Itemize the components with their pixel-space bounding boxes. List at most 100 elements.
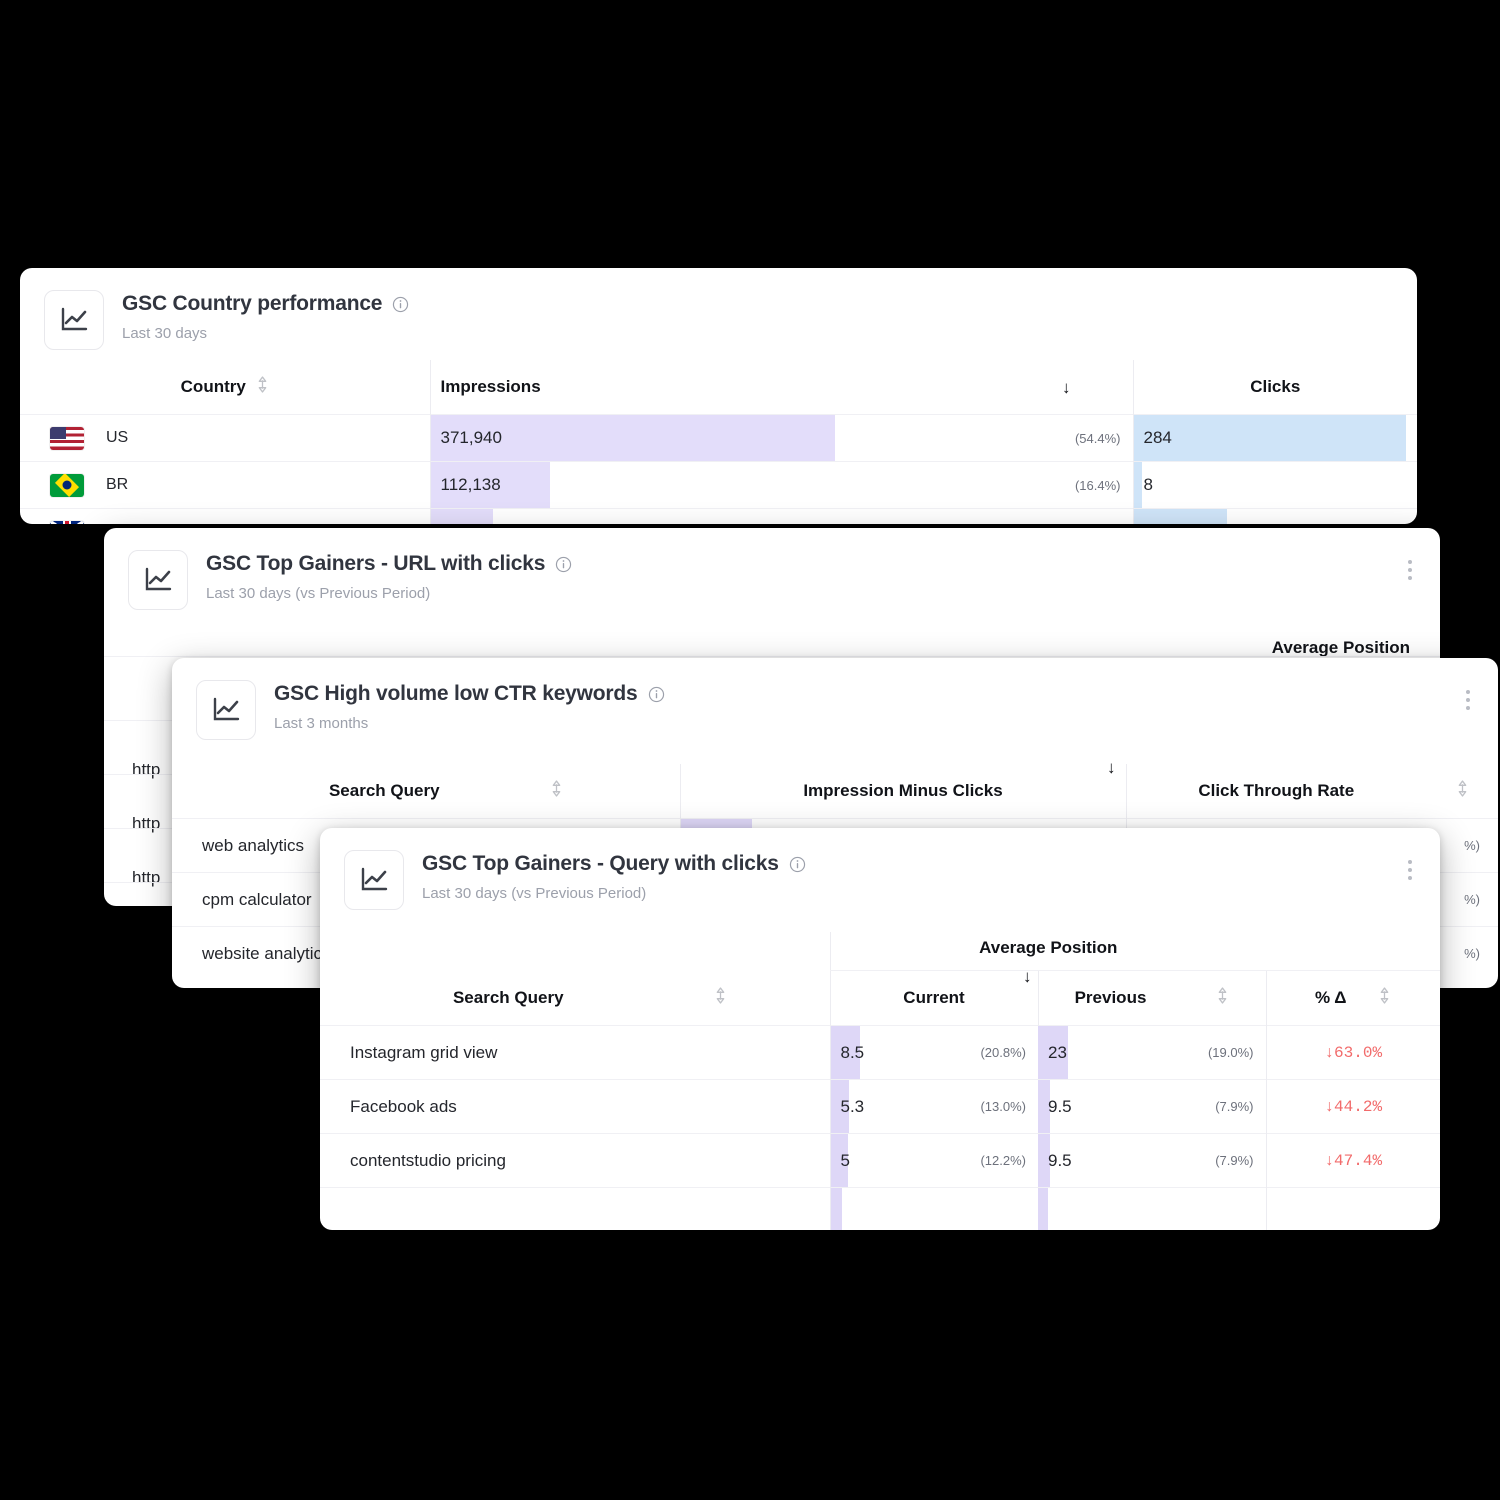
table-row[interactable] <box>320 1187 1440 1231</box>
card-title-label: GSC Top Gainers - URL with clicks <box>206 552 546 575</box>
br-flag <box>50 473 84 497</box>
query-gainers-rows: Instagram grid view 8.5 (20.8%) 23 (19.0… <box>320 1025 1440 1231</box>
table-row[interactable]: Facebook ads 5.3 (13.0%) 9.5 (7.9%) ↓44.… <box>320 1079 1440 1134</box>
col-impressions-sort[interactable]: ↓ <box>1000 360 1133 415</box>
card-header: GSC Country performance Last 30 days <box>20 268 1417 360</box>
card-header: GSC High volume low CTR keywords Last 3 … <box>172 658 1498 750</box>
table-row[interactable]: GB 58,431 (8.6%) 95 <box>20 508 1418 525</box>
impressions-bar <box>430 509 494 524</box>
col-search-query[interactable]: Search Query <box>172 764 680 819</box>
more-vertical-icon[interactable] <box>1402 554 1418 586</box>
col-percent-delta[interactable]: % Δ <box>1265 970 1440 1026</box>
previous-cell: 23 <box>1038 1026 1068 1080</box>
line-chart-icon <box>128 550 188 610</box>
country-cell: GB <box>20 509 430 524</box>
impressions-cell: 112,138 <box>429 461 1000 509</box>
col-impression-minus-clicks-label: Impression Minus Clicks <box>803 781 1003 800</box>
line-chart-icon <box>196 680 256 740</box>
table-row[interactable]: contentstudio pricing 5 (12.2%) 9.5 (7.9… <box>320 1133 1440 1188</box>
card-title: GSC Top Gainers - URL with clicks <box>206 552 572 576</box>
table-header-row: Country Impressions ↓ Clicks <box>20 360 1417 415</box>
card-header-text: GSC Country performance Last 30 days <box>122 290 409 342</box>
table-row[interactable]: BR 112,138 (16.4%) 8 <box>20 461 1417 509</box>
col-search-query[interactable]: Search Query <box>320 971 830 1026</box>
more-vertical-icon[interactable] <box>1402 854 1418 886</box>
ctr-percent: %) <box>1464 892 1480 907</box>
sort-updown-icon[interactable] <box>1378 987 1391 1009</box>
percent-delta-value: ↓47.4% <box>1265 1133 1440 1188</box>
sort-updown-icon[interactable] <box>1456 780 1469 802</box>
clicks-bar <box>1133 415 1406 461</box>
impressions-bar <box>430 462 551 508</box>
impressions-value: 58,431 <box>431 522 1001 524</box>
country-performance-table: Country Impressions ↓ Clicks <box>20 360 1417 524</box>
sort-updown-icon[interactable] <box>256 376 269 398</box>
arrow-down-icon[interactable]: ↓ <box>1023 967 1032 986</box>
url-cell: http <box>132 814 161 833</box>
query-gainers-table: Average Position Search Query <box>320 932 1440 1230</box>
card-subtitle: Last 3 months <box>274 715 369 733</box>
country-cell: US <box>20 415 430 462</box>
more-vertical-icon[interactable] <box>1460 684 1476 716</box>
current-percent: (12.2%) <box>980 1153 1026 1168</box>
sort-updown-icon[interactable] <box>1216 987 1229 1009</box>
ctr-percent: %) <box>1464 838 1480 853</box>
col-current[interactable]: Current ↓ <box>829 967 1038 1026</box>
percent-delta-value: ↓63.0% <box>1265 1025 1440 1080</box>
previous-percent <box>1068 1188 1266 1231</box>
gb-flag <box>50 520 84 524</box>
line-chart-icon <box>344 850 404 910</box>
previous-bar <box>1038 1134 1051 1187</box>
info-icon[interactable] <box>789 856 806 873</box>
col-clicks-label: Clicks <box>1250 377 1301 396</box>
impressions-percent: (8.6%) <box>1000 509 1133 525</box>
info-icon[interactable] <box>555 556 572 573</box>
current-percent: (13.0%) <box>980 1099 1026 1114</box>
card-header: GSC Top Gainers - Query with clicks Last… <box>320 828 1440 920</box>
previous-value: 9.5 <box>1048 1096 1072 1116</box>
clicks-value: 8 <box>1143 475 1153 494</box>
col-click-through-rate[interactable]: Click Through Rate <box>1125 764 1426 819</box>
impressions-value: 112,138 <box>440 475 501 494</box>
sort-updown-icon[interactable] <box>714 987 727 1009</box>
group-header-average-position: Average Position <box>1271 638 1410 657</box>
card-title: GSC High volume low CTR keywords <box>274 682 665 706</box>
col-impressions[interactable]: Impressions <box>429 360 1000 415</box>
info-icon[interactable] <box>648 686 665 703</box>
col-impression-minus-clicks[interactable]: Impression Minus Clicks ↓ <box>679 759 1126 819</box>
current-cell: 8.5 <box>829 1025 864 1080</box>
info-icon[interactable] <box>392 296 409 313</box>
card-gsc-country-performance[interactable]: GSC Country performance Last 30 days Cou… <box>20 268 1417 524</box>
current-bar <box>830 1026 860 1079</box>
clicks-cell: 8 <box>1132 461 1417 509</box>
clicks-bar <box>1133 462 1142 508</box>
col-search-query-label: Search Query <box>452 987 564 1007</box>
card-gsc-top-gainers-query-with-clicks[interactable]: GSC Top Gainers - Query with clicks Last… <box>320 828 1440 1230</box>
col-country[interactable]: Country <box>20 360 430 415</box>
col-impressions-label: Impressions <box>440 377 541 396</box>
group-header-average-position-cell: Average Position <box>829 932 1266 971</box>
impressions-percent: (54.4%) <box>1074 430 1121 446</box>
col-previous[interactable]: Previous <box>1037 970 1266 1026</box>
previous-bar <box>1038 1026 1068 1079</box>
card-header-text: GSC Top Gainers - Query with clicks Last… <box>422 850 806 902</box>
sort-updown-icon[interactable] <box>550 780 563 802</box>
card-title-label: GSC Top Gainers - Query with clicks <box>422 852 779 875</box>
current-cell: 5.3 <box>829 1079 864 1134</box>
col-country-label: Country <box>180 377 246 396</box>
current-bar <box>830 1134 848 1187</box>
clicks-cell: 95 <box>1132 508 1418 524</box>
card-title-label: GSC Country performance <box>122 292 383 315</box>
arrow-down-icon[interactable]: ↓ <box>1107 758 1116 777</box>
url-cell: http <box>132 868 161 887</box>
previous-value: 23 <box>1048 1042 1067 1062</box>
previous-bar <box>1038 1188 1048 1230</box>
clicks-value: 95 <box>1134 522 1418 524</box>
table-row[interactable]: Instagram grid view 8.5 (20.8%) 23 (19.0… <box>320 1025 1440 1080</box>
table-row[interactable]: US 371,940 (54.4%) 284 <box>20 414 1417 462</box>
clicks-bar <box>1133 509 1228 524</box>
col-ctr-sort[interactable] <box>1426 764 1498 819</box>
arrow-down-icon[interactable]: ↓ <box>1062 377 1071 397</box>
col-clicks[interactable]: Clicks <box>1132 360 1417 415</box>
impressions-cell: 371,940 <box>429 414 1000 462</box>
